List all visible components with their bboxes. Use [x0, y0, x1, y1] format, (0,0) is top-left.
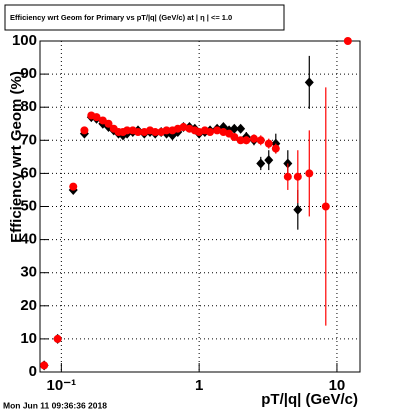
marker [321, 202, 330, 211]
y-tick-label: 80 [20, 98, 37, 115]
marker [283, 172, 292, 181]
marker [80, 126, 89, 135]
marker [293, 172, 302, 181]
y-tick-label: 60 [20, 164, 37, 181]
marker [123, 126, 132, 135]
marker [151, 128, 160, 137]
marker [264, 155, 274, 166]
marker [213, 126, 222, 135]
marker [264, 139, 273, 148]
x-axis-label: pT/|q| (GeV/c) [261, 391, 358, 408]
marker [305, 169, 314, 178]
marker [249, 134, 258, 143]
x-tick-label: 1 [195, 377, 203, 394]
marker [236, 136, 245, 145]
marker [40, 361, 49, 370]
marker [206, 128, 215, 137]
y-tick-label: 50 [20, 197, 37, 214]
marker [230, 132, 239, 141]
marker [293, 204, 303, 215]
marker [53, 334, 62, 343]
marker [271, 144, 280, 153]
marker [242, 136, 251, 145]
marker [134, 128, 143, 137]
marker [69, 182, 78, 191]
marker [304, 77, 314, 88]
y-tick-label: 30 [20, 264, 37, 281]
y-tick-label: 10 [20, 330, 37, 347]
y-axis-label: Efficiency wrt Geom (%) [8, 71, 25, 243]
x-tick-label: 10⁻¹ [47, 377, 77, 394]
y-tick-label: 0 [29, 363, 37, 380]
y-tick-label: 20 [20, 297, 37, 314]
marker [256, 158, 266, 169]
title-box [4, 4, 285, 31]
marker [104, 119, 113, 128]
marker [256, 136, 265, 145]
marker [236, 123, 246, 134]
marker [343, 37, 352, 45]
marker [92, 113, 101, 122]
chart-title: Efficiency wrt Geom for Primary vs pT/|q… [10, 13, 232, 22]
y-tick-label: 40 [20, 231, 37, 248]
marker [162, 126, 171, 135]
y-tick-label: 100 [12, 32, 37, 49]
y-tick-label: 90 [20, 65, 37, 82]
timestamp: Mon Jun 11 09:36:36 2018 [3, 400, 107, 410]
x-tick-label: 10 [329, 377, 346, 394]
y-tick-label: 70 [20, 131, 37, 148]
